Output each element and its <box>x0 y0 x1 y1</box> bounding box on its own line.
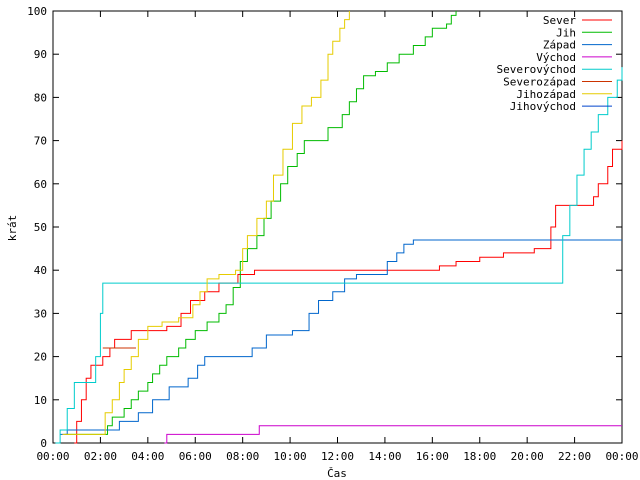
legend-label: Sever <box>543 14 576 27</box>
legend-label: Západ <box>543 39 576 52</box>
legend-label: Severovýchod <box>497 63 576 76</box>
y-tick-label: 100 <box>27 5 47 18</box>
x-tick-label: 22:00 <box>558 450 591 463</box>
x-tick-label: 20:00 <box>511 450 544 463</box>
x-tick-label: 14:00 <box>368 450 401 463</box>
y-tick-label: 80 <box>34 91 47 104</box>
legend-label: Jihozápad <box>516 88 576 101</box>
y-tick-label: 90 <box>34 48 47 61</box>
x-tick-label: 02:00 <box>84 450 117 463</box>
y-tick-label: 60 <box>34 178 47 191</box>
series-line-4 <box>55 67 623 444</box>
x-tick-label: 18:00 <box>463 450 496 463</box>
x-tick-label: 12:00 <box>321 450 354 463</box>
x-tick-label: 08:00 <box>226 450 259 463</box>
y-tick-label: 30 <box>34 307 47 320</box>
x-tick-label: 16:00 <box>416 450 449 463</box>
legend-label: Východ <box>536 51 576 64</box>
x-tick-label: 06:00 <box>179 450 212 463</box>
x-tick-label: 10:00 <box>274 450 307 463</box>
x-tick-label: 00:00 <box>36 450 69 463</box>
series-line-0 <box>74 140 623 444</box>
x-tick-label: 04:00 <box>131 450 164 463</box>
y-tick-label: 10 <box>34 394 47 407</box>
legend-label: Severozápad <box>503 76 576 89</box>
x-axis-label: Čas <box>327 467 347 480</box>
series-line-3 <box>164 425 622 444</box>
y-tick-label: 0 <box>40 437 47 450</box>
y-axis-label: krát <box>6 215 19 242</box>
legend-label: Jihovýchod <box>510 100 576 113</box>
x-tick-label: 00:00 <box>605 450 638 463</box>
series-line-1 <box>64 11 457 435</box>
y-tick-label: 40 <box>34 264 47 277</box>
y-tick-label: 50 <box>34 221 47 234</box>
y-tick-label: 70 <box>34 135 47 148</box>
legend-label: Jih <box>556 26 576 39</box>
series-line-6 <box>62 11 350 435</box>
y-tick-label: 20 <box>34 351 47 364</box>
series-line-2 <box>60 239 622 435</box>
